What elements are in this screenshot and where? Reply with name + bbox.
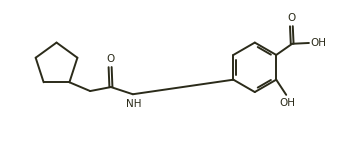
Text: NH: NH (126, 99, 142, 109)
Text: OH: OH (279, 98, 295, 108)
Text: O: O (287, 13, 295, 23)
Text: OH: OH (311, 38, 327, 48)
Text: O: O (106, 54, 114, 64)
